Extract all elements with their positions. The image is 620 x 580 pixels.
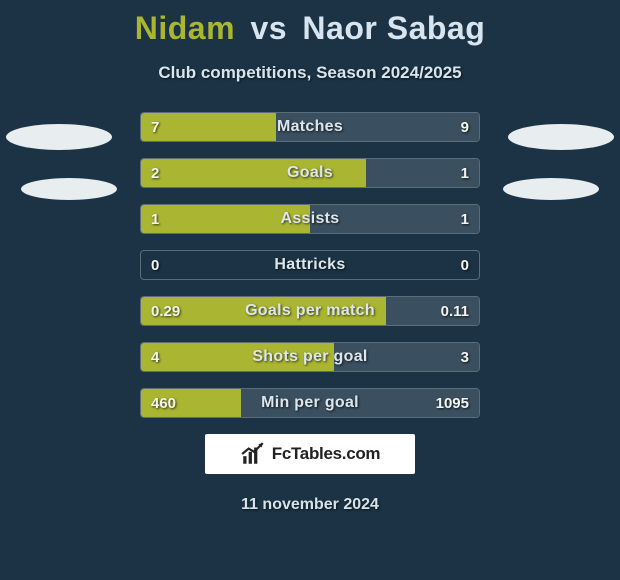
vs-text: vs <box>250 10 287 46</box>
stat-row: 11Assists <box>140 204 480 234</box>
stat-label: Goals <box>141 159 479 187</box>
date-text: 11 november 2024 <box>0 496 620 514</box>
stat-rows: 79Matches 21Goals 11Assists 00Hattricks 0.29… <box>140 112 480 418</box>
stat-label: Goals per match <box>141 297 479 325</box>
stat-row: 21Goals <box>140 158 480 188</box>
stat-label: Matches <box>141 113 479 141</box>
stat-label: Shots per goal <box>141 343 479 371</box>
stat-label: Min per goal <box>141 389 479 417</box>
stat-row: 4601095Min per goal <box>140 388 480 418</box>
subtitle: Club competitions, Season 2024/2025 <box>0 63 620 83</box>
stat-label: Hattricks <box>141 251 479 279</box>
stat-label: Assists <box>141 205 479 233</box>
stat-row: 00Hattricks <box>140 250 480 280</box>
source-logo-text: FcTables.com <box>272 444 381 464</box>
stat-row: 43Shots per goal <box>140 342 480 372</box>
comparison-title: Nidam vs Naor Sabag <box>0 0 620 47</box>
stat-row: 79Matches <box>140 112 480 142</box>
stat-row: 0.290.11Goals per match <box>140 296 480 326</box>
source-logo: FcTables.com <box>205 434 415 474</box>
chart-icon <box>240 441 266 467</box>
player2-name: Naor Sabag <box>302 10 485 46</box>
player1-name: Nidam <box>135 10 235 46</box>
